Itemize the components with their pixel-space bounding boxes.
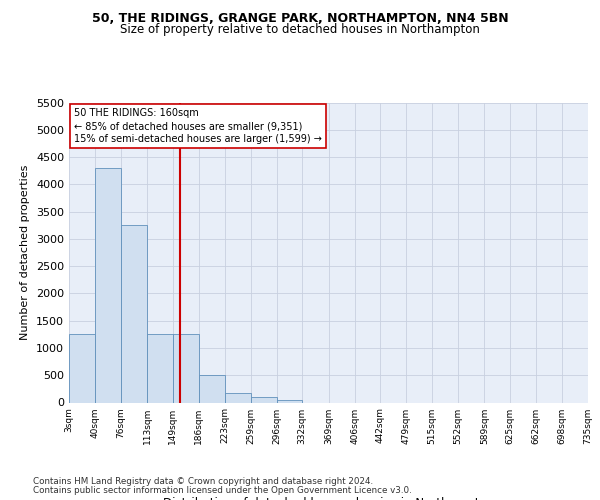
Bar bbox=[95, 168, 121, 402]
X-axis label: Distribution of detached houses by size in Northampton: Distribution of detached houses by size … bbox=[163, 496, 494, 500]
Bar bbox=[225, 393, 251, 402]
Text: 50, THE RIDINGS, GRANGE PARK, NORTHAMPTON, NN4 5BN: 50, THE RIDINGS, GRANGE PARK, NORTHAMPTO… bbox=[92, 12, 508, 26]
Bar bbox=[277, 400, 302, 402]
Text: Contains public sector information licensed under the Open Government Licence v3: Contains public sector information licen… bbox=[33, 486, 412, 495]
Bar bbox=[69, 334, 95, 402]
Y-axis label: Number of detached properties: Number of detached properties bbox=[20, 165, 31, 340]
Text: 50 THE RIDINGS: 160sqm
← 85% of detached houses are smaller (9,351)
15% of semi-: 50 THE RIDINGS: 160sqm ← 85% of detached… bbox=[74, 108, 322, 144]
Text: Size of property relative to detached houses in Northampton: Size of property relative to detached ho… bbox=[120, 24, 480, 36]
Bar bbox=[173, 334, 199, 402]
Bar bbox=[121, 225, 147, 402]
Bar bbox=[199, 375, 225, 402]
Text: Contains HM Land Registry data © Crown copyright and database right 2024.: Contains HM Land Registry data © Crown c… bbox=[33, 477, 373, 486]
Bar bbox=[251, 397, 277, 402]
Bar bbox=[147, 334, 173, 402]
